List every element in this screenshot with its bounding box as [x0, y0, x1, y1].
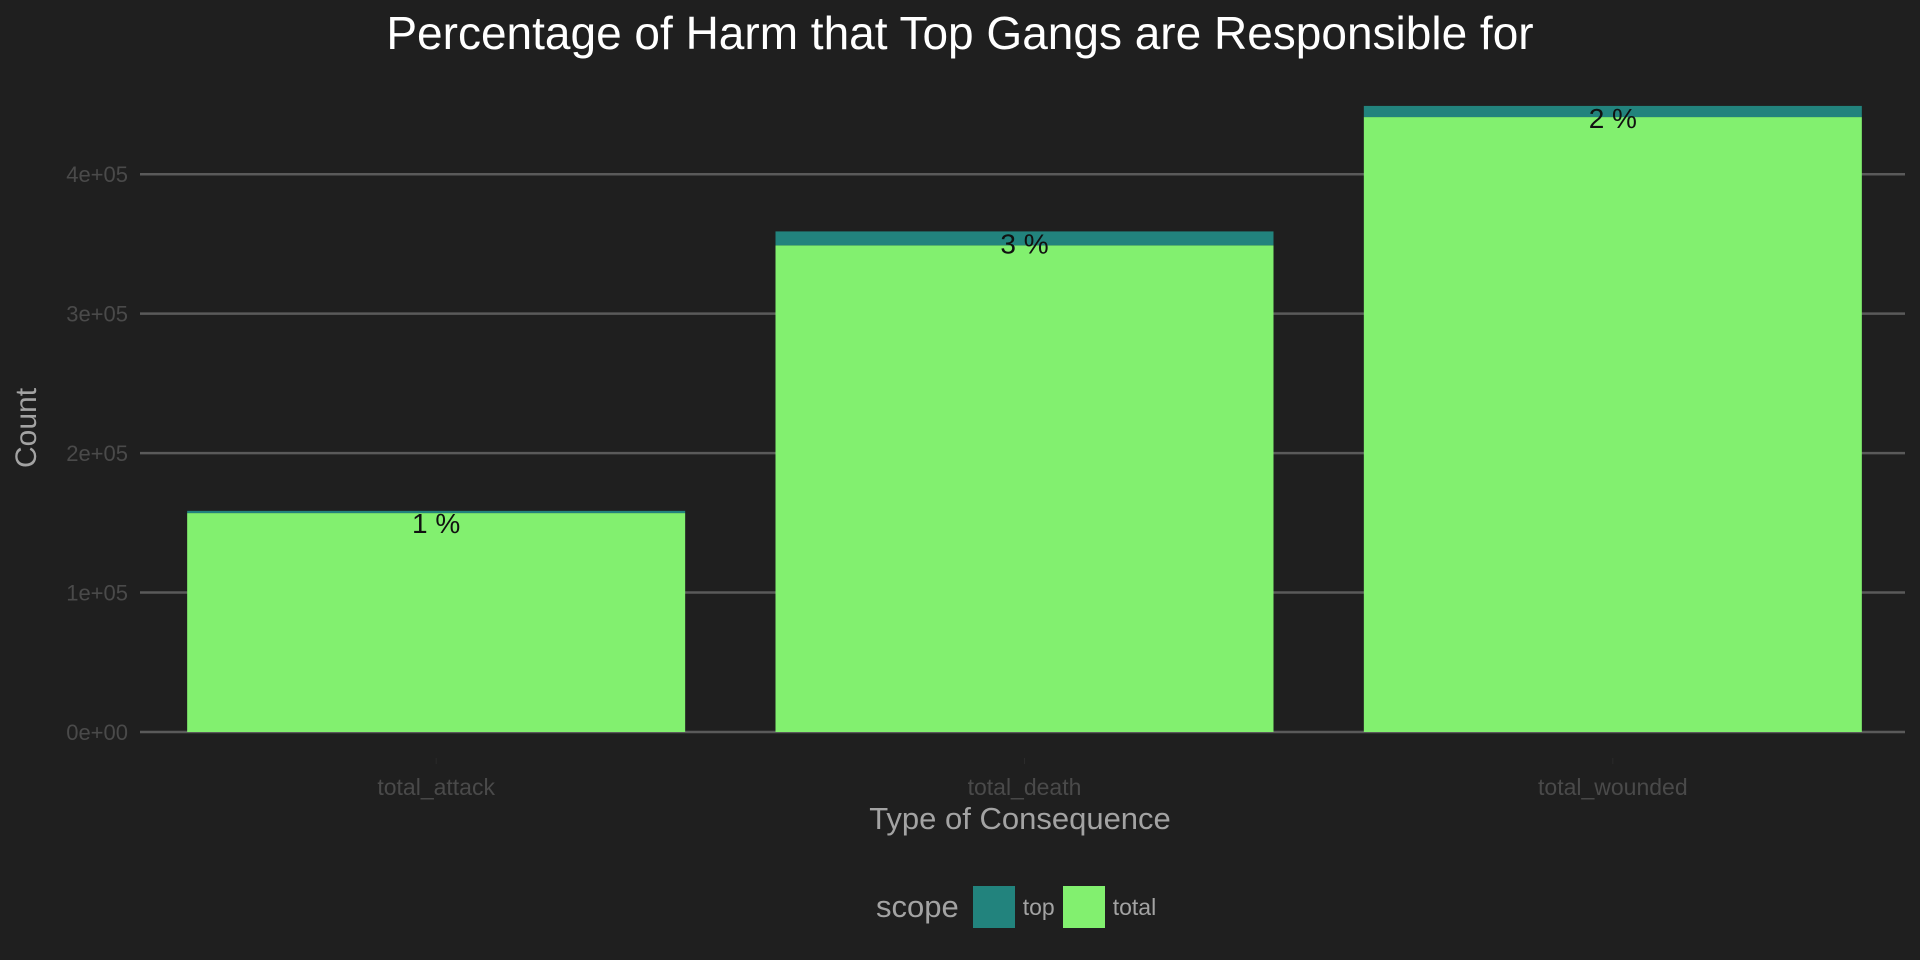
legend-key-total — [1062, 886, 1105, 928]
bar-total-total_attack — [187, 513, 686, 732]
x-tick-label: total_wounded — [1538, 774, 1688, 800]
x-axis-title: Type of Consequence — [869, 801, 1171, 836]
bar-label: 2 % — [1589, 103, 1637, 134]
bar-label: 1 % — [412, 508, 460, 539]
legend: scope top total — [876, 885, 1164, 929]
y-axis-title: Count — [10, 387, 43, 468]
chart-title: Percentage of Harm that Top Gangs are Re… — [386, 7, 1534, 59]
x-tick-label: total_death — [968, 774, 1082, 800]
y-tick-label: 4e+05 — [66, 162, 128, 187]
legend-item-top: top — [972, 886, 1057, 928]
legend-title: scope — [876, 889, 959, 924]
bar-top-total_attack — [187, 510, 686, 514]
legend-item-total: total — [1062, 886, 1158, 928]
bar-label: 3 % — [1000, 228, 1048, 259]
bar-total-total_death — [775, 245, 1274, 732]
x-tick-label: total_attack — [377, 774, 495, 800]
bar-top-total_wounded — [1363, 105, 1862, 118]
y-tick-label: 1e+05 — [66, 581, 128, 606]
legend-label-top: top — [1022, 893, 1055, 920]
y-tick-label: 3e+05 — [66, 302, 128, 327]
bar-top-total_death — [775, 231, 1274, 246]
bar-total-total_wounded — [1363, 117, 1862, 733]
legend-key-top — [972, 886, 1015, 928]
y-tick-label: 0e+00 — [66, 720, 128, 745]
y-tick-label: 2e+05 — [66, 441, 128, 466]
legend-label-total: total — [1112, 893, 1157, 920]
